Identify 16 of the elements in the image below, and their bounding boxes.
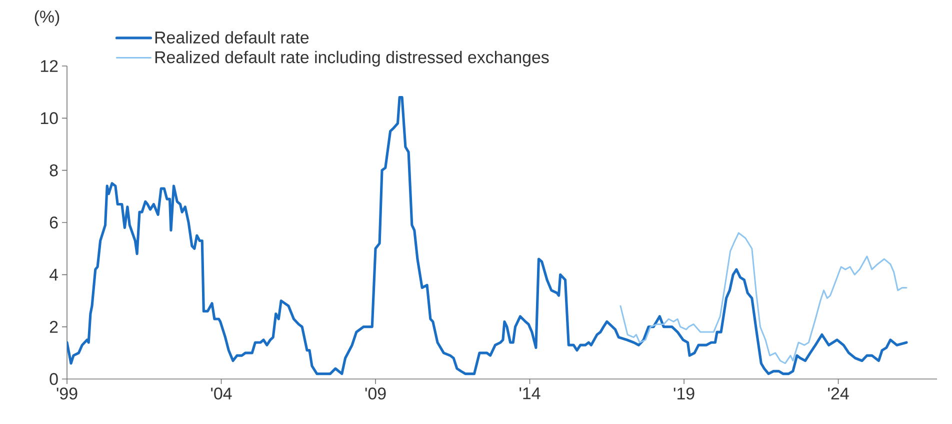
x-tick-label: '14: [520, 388, 540, 400]
y-tick-label: 0: [50, 373, 58, 385]
x-tick-label: '99: [56, 388, 78, 400]
y-axis-title: (%): [34, 10, 60, 26]
y-tick-label: 4: [49, 268, 58, 280]
legend-label: Realized default rate: [155, 31, 309, 44]
y-tick-label: 12: [40, 60, 58, 72]
y-tick-label: 2: [50, 320, 58, 333]
y-tick-label: 8: [50, 164, 58, 176]
x-tick-label: '09: [365, 388, 386, 400]
legend-label: Realized default rate including distressed exchanges: [155, 50, 549, 67]
y-tick-label: 6: [50, 216, 58, 228]
x-tick-label: '19: [674, 388, 694, 400]
x-tick-label: '04: [211, 388, 232, 400]
x-tick-label: '24: [828, 388, 849, 400]
y-tick-label: 10: [40, 112, 58, 124]
